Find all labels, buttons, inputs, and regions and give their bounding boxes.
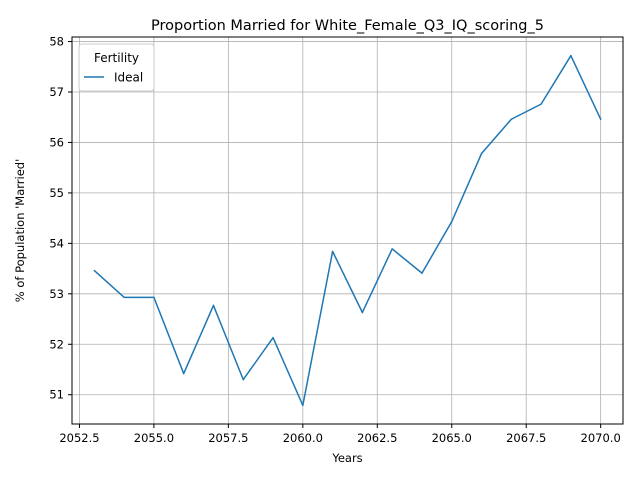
- data-point: [510, 118, 513, 120]
- legend-entry-ideal: Ideal: [114, 71, 143, 85]
- x-tick-label: 2052.5: [59, 431, 99, 445]
- data-point: [480, 152, 483, 155]
- data-point: [391, 248, 393, 250]
- plot-frame: [71, 36, 624, 425]
- data-point: [331, 250, 334, 253]
- y-tick-label: 54: [49, 236, 64, 250]
- data-point: [93, 269, 96, 272]
- series-layer: [93, 54, 602, 407]
- legend: Fertility Ideal: [78, 43, 155, 92]
- chart-title: Proportion Married for White_Female_Q3_I…: [151, 18, 544, 34]
- x-axis-label: Years: [331, 451, 362, 465]
- x-tick-label: 2065.0: [432, 431, 472, 445]
- data-point: [302, 404, 304, 407]
- y-axis: 51 52 53 54 55 56 57 58: [49, 35, 72, 402]
- data-point: [123, 296, 125, 299]
- data-point: [421, 272, 423, 274]
- x-axis: 2052.5 2055.0 2057.5 2060.0 2062.5 2065.0 2067…: [59, 424, 621, 445]
- x-tick-label: 2067.5: [506, 431, 546, 445]
- y-tick-label: 57: [49, 85, 64, 99]
- legend-box: [78, 43, 155, 92]
- y-axis-label: % of Population 'Married': [13, 159, 27, 303]
- y-tick-label: 56: [49, 135, 64, 149]
- data-point: [242, 378, 245, 381]
- data-point: [361, 311, 364, 314]
- legend-title: Fertility: [94, 51, 139, 65]
- x-tick-label: 2055.0: [134, 431, 174, 445]
- data-point: [599, 118, 602, 120]
- data-point: [272, 336, 274, 339]
- series-line-ideal: [93, 54, 602, 407]
- y-tick-label: 52: [49, 337, 64, 351]
- y-tick-label: 51: [49, 388, 64, 402]
- x-tick-label: 2070.0: [581, 431, 621, 445]
- y-tick-label: 53: [49, 287, 64, 301]
- y-tick-label: 55: [49, 186, 64, 200]
- grid-lines: [72, 37, 623, 424]
- data-point: [153, 296, 155, 299]
- data-point: [182, 372, 185, 375]
- x-tick-label: 2060.0: [283, 431, 323, 445]
- data-point: [540, 103, 542, 105]
- data-point: [570, 54, 572, 57]
- x-tick-label: 2057.5: [208, 431, 248, 445]
- data-point: [212, 304, 215, 307]
- y-tick-label: 58: [49, 35, 64, 49]
- x-tick-label: 2062.5: [357, 431, 397, 445]
- data-point: [450, 220, 453, 223]
